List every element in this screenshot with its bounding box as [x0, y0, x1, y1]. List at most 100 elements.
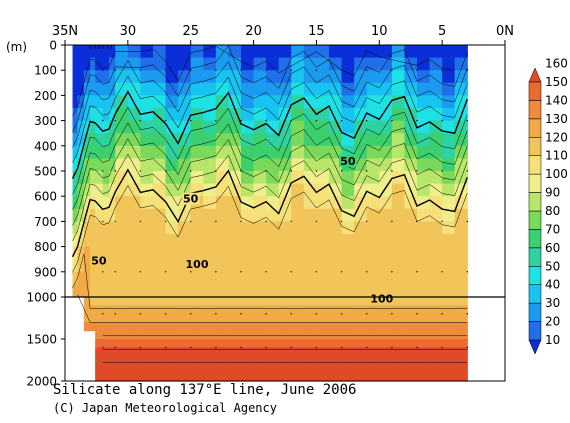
silicate-cell: [341, 297, 355, 306]
silicate-cell: [90, 133, 96, 147]
silicate-cell: [291, 221, 305, 235]
silicate-cell: [404, 372, 418, 382]
silicate-cell: [241, 372, 255, 382]
silicate-cell: [278, 347, 292, 357]
station-dot: [340, 69, 343, 71]
silicate-cell: [83, 145, 91, 159]
silicate-cell: [429, 246, 443, 260]
silicate-cell: [366, 355, 380, 365]
silicate-cell: [303, 330, 318, 340]
colorbar-label: 130: [545, 112, 568, 126]
silicate-cell: [127, 145, 142, 159]
silicate-cell: [72, 133, 79, 147]
silicate-cell: [366, 271, 380, 285]
silicate-cell: [253, 82, 267, 96]
station-dot: [416, 220, 418, 223]
silicate-cell: [404, 297, 418, 306]
colorbar-swatch: [528, 192, 542, 212]
silicate-cell: [429, 133, 443, 147]
silicate-cell: [102, 322, 110, 332]
silicate-cell: [354, 347, 368, 357]
colorbar-swatch: [528, 266, 542, 285]
silicate-cell: [90, 234, 96, 248]
silicate-cell: [253, 234, 267, 248]
silicate-cell: [190, 284, 204, 298]
silicate-cell: [77, 158, 85, 172]
silicate-cell: [404, 82, 418, 96]
silicate-cell: [165, 208, 179, 222]
silicate-cell: [215, 183, 230, 197]
silicate-cell: [278, 221, 292, 235]
silicate-cell: [291, 305, 305, 315]
silicate-cell: [354, 355, 368, 365]
silicate-cell: [379, 234, 393, 248]
silicate-cell: [72, 208, 79, 222]
silicate-cell: [72, 271, 79, 285]
silicate-cell: [83, 297, 91, 306]
silicate-cell: [429, 208, 443, 222]
silicate-cell: [90, 284, 96, 298]
silicate-cell: [109, 259, 116, 273]
silicate-cell: [429, 95, 443, 109]
silicate-cell: [454, 271, 468, 285]
station-dot: [466, 170, 468, 172]
silicate-cell: [341, 372, 355, 382]
silicate-cell: [102, 313, 110, 323]
silicate-cell: [442, 120, 456, 134]
silicate-cell: [72, 259, 79, 273]
silicate-cell: [253, 95, 267, 109]
silicate-cell: [102, 171, 110, 185]
station-dot: [164, 69, 167, 71]
silicate-cell: [203, 45, 217, 59]
silicate-cell: [391, 322, 406, 332]
silicate-cell: [454, 133, 468, 147]
silicate-cell: [228, 158, 242, 172]
silicate-cell: [253, 305, 267, 315]
silicate-cell: [140, 171, 154, 185]
silicate-cell: [178, 246, 192, 260]
silicate-cell: [109, 305, 116, 315]
silicate-cell: [366, 313, 380, 323]
chart-title: Silicate along 137°E line, June 2006: [53, 382, 357, 398]
silicate-cell: [253, 183, 267, 197]
station-dot: [114, 69, 117, 71]
silicate-cell: [215, 305, 230, 315]
silicate-cell: [127, 82, 142, 96]
silicate-cell: [140, 355, 154, 365]
silicate-cell: [366, 221, 380, 235]
silicate-cell: [90, 82, 96, 96]
silicate-cell: [127, 70, 142, 84]
silicate-cell: [90, 70, 96, 84]
silicate-cell: [391, 70, 406, 84]
station-dot: [102, 170, 104, 172]
silicate-cell: [329, 259, 343, 273]
silicate-cell: [366, 208, 380, 222]
silicate-cell: [115, 330, 129, 340]
silicate-cell: [190, 158, 204, 172]
silicate-cell: [278, 158, 292, 172]
silicate-cell: [417, 171, 431, 185]
silicate-cell: [379, 45, 393, 59]
silicate-cell: [366, 339, 380, 348]
silicate-cell: [140, 45, 154, 59]
silicate-cell: [253, 158, 267, 172]
silicate-cell: [354, 284, 368, 298]
silicate-cell: [391, 171, 406, 185]
silicate-cell: [95, 305, 104, 315]
silicate-cell: [241, 364, 255, 374]
silicate-cell: [140, 208, 154, 222]
station-dot: [441, 69, 443, 71]
silicate-cell: [341, 259, 355, 273]
silicate-cell: [454, 234, 468, 248]
silicate-cell: [429, 364, 443, 374]
silicate-cell: [442, 297, 456, 306]
silicate-cell: [140, 95, 154, 109]
silicate-cell: [291, 330, 305, 340]
silicate-cell: [109, 171, 116, 185]
silicate-cell: [303, 95, 318, 109]
silicate-cell: [316, 330, 330, 340]
station-dot: [139, 313, 142, 315]
silicate-cell: [95, 95, 104, 109]
silicate-cell: [266, 322, 280, 332]
